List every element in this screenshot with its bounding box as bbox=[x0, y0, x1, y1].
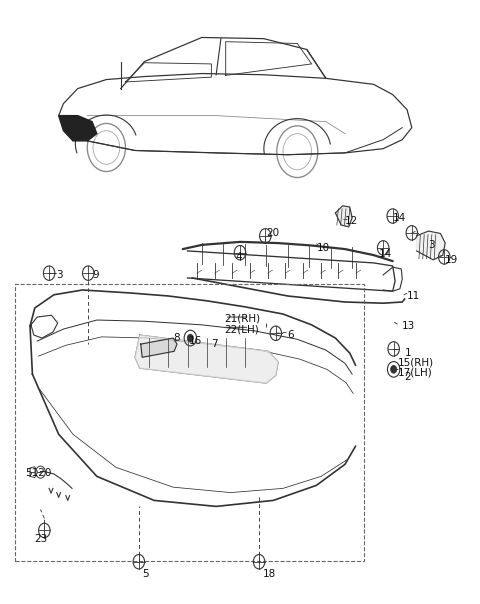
Text: 22(LH): 22(LH) bbox=[225, 324, 260, 334]
Text: 16: 16 bbox=[189, 336, 202, 346]
Text: 7: 7 bbox=[211, 339, 218, 349]
Text: 15(RH): 15(RH) bbox=[397, 357, 433, 367]
Text: 3: 3 bbox=[56, 270, 63, 280]
Polygon shape bbox=[141, 338, 177, 358]
Text: 23: 23 bbox=[34, 535, 47, 544]
Text: 17(LH): 17(LH) bbox=[397, 367, 432, 378]
Text: 14: 14 bbox=[378, 249, 392, 259]
Text: 1: 1 bbox=[405, 348, 411, 358]
Polygon shape bbox=[417, 231, 445, 260]
Text: 11: 11 bbox=[407, 291, 420, 301]
Text: 5120: 5120 bbox=[25, 468, 52, 478]
Polygon shape bbox=[135, 335, 278, 383]
Text: 19: 19 bbox=[445, 255, 458, 265]
Text: 21(RH): 21(RH) bbox=[225, 314, 261, 324]
Text: 6: 6 bbox=[288, 330, 294, 340]
Text: 9: 9 bbox=[92, 270, 99, 280]
Circle shape bbox=[187, 334, 193, 342]
Text: 20: 20 bbox=[266, 228, 279, 238]
Polygon shape bbox=[336, 206, 352, 227]
Text: 14: 14 bbox=[393, 213, 406, 223]
Text: 3: 3 bbox=[429, 240, 435, 250]
Polygon shape bbox=[59, 115, 97, 141]
Text: 10: 10 bbox=[316, 243, 329, 253]
Text: 12: 12 bbox=[345, 216, 358, 226]
Text: 4: 4 bbox=[235, 252, 242, 262]
Text: 8: 8 bbox=[173, 333, 180, 343]
Text: 13: 13 bbox=[402, 321, 416, 331]
Text: 2: 2 bbox=[405, 372, 411, 382]
Text: 5: 5 bbox=[142, 569, 149, 579]
Circle shape bbox=[391, 365, 397, 373]
Text: 18: 18 bbox=[263, 569, 276, 579]
